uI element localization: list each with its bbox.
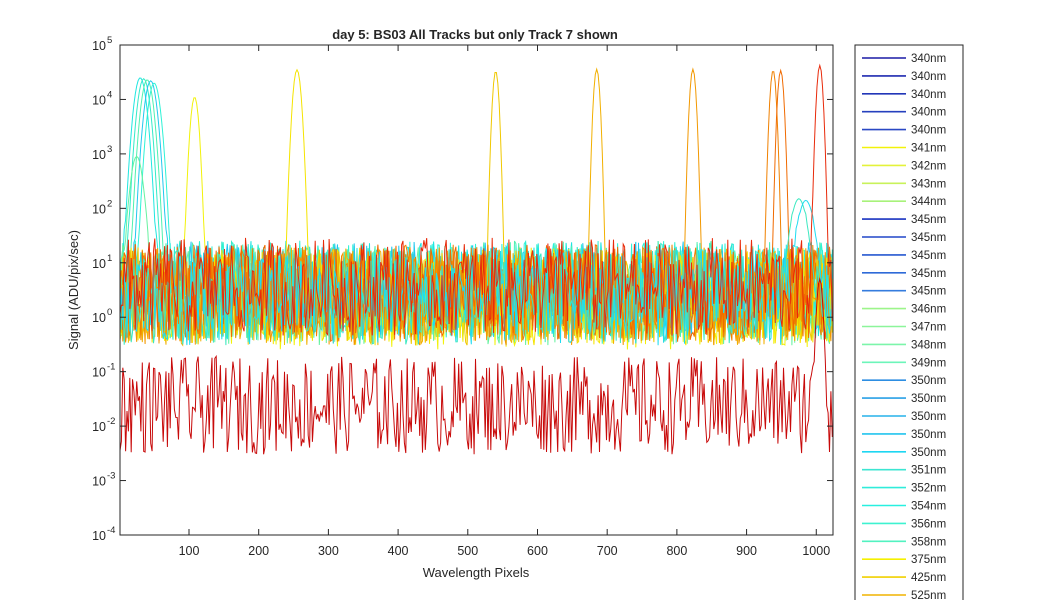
- legend-label: 340nm: [911, 71, 946, 83]
- legend-label: 340nm: [911, 89, 946, 101]
- x-tick-label: 100: [179, 544, 200, 558]
- legend-label: 351nm: [911, 465, 946, 477]
- legend-label: 425nm: [911, 572, 946, 584]
- y-tick-exponent: 2: [107, 198, 112, 209]
- y-tick-label: 10: [92, 529, 106, 543]
- y-tick-exponent: 1: [107, 253, 112, 264]
- legend-label: 354nm: [911, 501, 946, 513]
- legend-label: 347nm: [911, 322, 946, 334]
- y-tick-exponent: 3: [107, 144, 112, 155]
- legend-label: 358nm: [911, 536, 946, 548]
- legend-label: 342nm: [911, 160, 946, 172]
- x-tick-label: 1000: [802, 544, 830, 558]
- x-tick-label: 900: [736, 544, 757, 558]
- x-tick-label: 700: [597, 544, 618, 558]
- legend-label: 344nm: [911, 196, 946, 208]
- legend-label: 352nm: [911, 483, 946, 495]
- y-tick-label: 10: [92, 257, 106, 271]
- chart-title: day 5: BS03 All Tracks but only Track 7 …: [332, 27, 618, 42]
- y-tick-label: 10: [92, 148, 106, 162]
- series-line-14: [119, 198, 833, 346]
- legend-label: 340nm: [911, 107, 946, 119]
- x-tick-label: 600: [527, 544, 548, 558]
- legend-label: 349nm: [911, 357, 946, 369]
- legend: 340nm 340nm 340nm 340nm 340nm 341nm 342nm 343nm…: [854, 44, 964, 605]
- legend-label: 350nm: [911, 375, 946, 387]
- legend-label: 350nm: [911, 411, 946, 423]
- x-tick-label: 400: [388, 544, 409, 558]
- x-tick-label: 800: [666, 544, 687, 558]
- series-line-16: [119, 63, 833, 337]
- x-tick-label: 200: [248, 544, 269, 558]
- y-tick-exponent: -2: [107, 416, 115, 427]
- x-axis-ticks: 100 200 300 400 500 600 700 800 900 1000: [179, 45, 830, 558]
- y-tick-label: 10: [92, 202, 106, 216]
- x-axis-label: Wavelength Pixels: [423, 565, 530, 580]
- y-tick-exponent: 4: [107, 89, 112, 100]
- y-axis-label: Signal (ADU/pix/sec): [66, 230, 81, 350]
- x-tick-label: 500: [457, 544, 478, 558]
- legend-label: 350nm: [911, 447, 946, 459]
- y-tick-exponent: 5: [107, 35, 112, 46]
- legend-label: 350nm: [911, 393, 946, 405]
- y-tick-exponent: -1: [107, 362, 115, 373]
- legend-label: 350nm: [911, 429, 946, 441]
- legend-label: 345nm: [911, 232, 946, 244]
- plot-frame: [119, 44, 834, 536]
- y-tick-exponent: 0: [107, 307, 112, 318]
- legend-label: 341nm: [911, 143, 946, 155]
- legend-label: 525nm: [911, 590, 946, 600]
- y-tick-label: 10: [92, 366, 106, 380]
- legend-label: 348nm: [911, 339, 946, 351]
- legend-label: 345nm: [911, 268, 946, 280]
- x-tick-label: 300: [318, 544, 339, 558]
- legend-label: 340nm: [911, 125, 946, 137]
- legend-items: 340nm 340nm 340nm 340nm 340nm 341nm 342nm 343nm…: [862, 53, 946, 602]
- legend-label: 346nm: [911, 304, 946, 316]
- legend-label: 356nm: [911, 518, 946, 530]
- y-tick-label: 10: [92, 39, 106, 53]
- legend-label: 345nm: [911, 286, 946, 298]
- legend-label: 340nm: [911, 53, 946, 65]
- series-layer: [119, 63, 833, 455]
- legend-label: 345nm: [911, 214, 946, 226]
- series-line-17: [119, 277, 833, 455]
- legend-label: 343nm: [911, 178, 946, 190]
- y-tick-label: 10: [92, 475, 106, 489]
- y-tick-label: 10: [92, 93, 106, 107]
- y-tick-label: 10: [92, 420, 106, 434]
- legend-box: [854, 44, 964, 605]
- y-tick-exponent: -3: [107, 471, 115, 482]
- y-tick-exponent: -4: [107, 525, 115, 536]
- legend-label: 375nm: [911, 554, 946, 566]
- y-tick-label: 10: [92, 311, 106, 325]
- legend-label: 345nm: [911, 250, 946, 262]
